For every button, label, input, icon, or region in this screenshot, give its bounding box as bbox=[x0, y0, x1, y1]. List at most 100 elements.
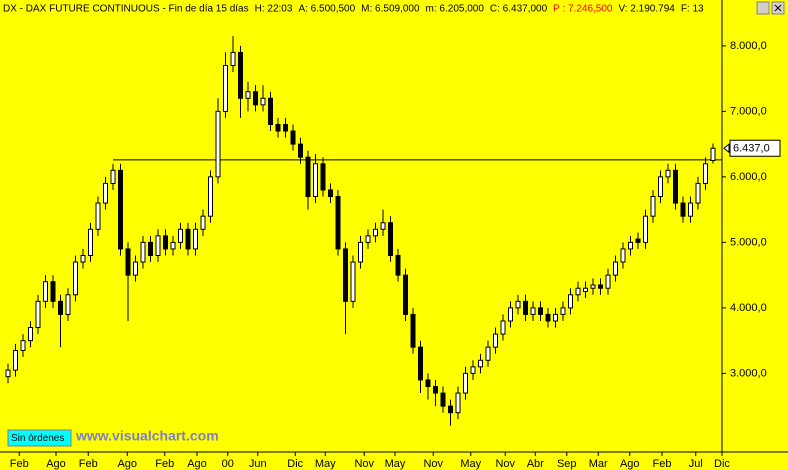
candle-body bbox=[208, 176, 213, 217]
candle-body bbox=[178, 228, 183, 243]
candle-body bbox=[140, 241, 146, 263]
watermark: www.visualchart.com bbox=[75, 428, 219, 444]
candle-body bbox=[118, 169, 123, 250]
orders-button-label[interactable]: Sin órdenes bbox=[11, 433, 64, 444]
candle-body bbox=[620, 248, 626, 263]
header-field: M: 6.509,000 bbox=[361, 4, 420, 15]
header-field: DX - DAX FUTURE CONTINUOUS - Fin de día … bbox=[3, 4, 249, 15]
candle-body bbox=[470, 366, 476, 374]
candle-body bbox=[538, 307, 543, 315]
candle-body bbox=[268, 97, 273, 125]
candle-body bbox=[703, 163, 708, 184]
candle-body bbox=[215, 110, 221, 178]
candle-body bbox=[658, 176, 663, 198]
x-tick-label: Jun bbox=[249, 458, 267, 470]
candle-body bbox=[170, 241, 176, 250]
minimize-button[interactable] bbox=[756, 1, 770, 15]
last-price-box bbox=[729, 139, 781, 157]
y-tick-label: 6.000,0 bbox=[730, 171, 767, 183]
candle-body bbox=[628, 241, 633, 250]
candle-body bbox=[358, 241, 363, 263]
candle-body bbox=[643, 215, 648, 243]
x-tick-label: Abr bbox=[527, 458, 544, 470]
candle-body bbox=[425, 379, 431, 387]
x-tick-label: Ago bbox=[620, 458, 640, 470]
candle-body bbox=[185, 228, 191, 250]
last-price-arrow bbox=[723, 143, 730, 154]
candle-body bbox=[440, 392, 446, 407]
y-tick-label: 8.000,0 bbox=[730, 40, 767, 52]
candle-body bbox=[695, 182, 701, 204]
candle-body bbox=[95, 202, 101, 230]
candle-body bbox=[560, 307, 566, 315]
candle-body bbox=[193, 228, 198, 250]
header-field: P : 7.246,500 bbox=[553, 4, 613, 15]
candle-body bbox=[13, 349, 18, 371]
candle-body bbox=[275, 123, 281, 132]
candle-body bbox=[5, 369, 11, 378]
candle-body bbox=[58, 300, 63, 315]
x-tick-label: May bbox=[460, 458, 481, 470]
candle-body bbox=[328, 189, 333, 198]
x-tick-label: Nov bbox=[495, 458, 515, 470]
candle-body bbox=[448, 405, 453, 414]
x-tick-label: Mar bbox=[589, 458, 608, 470]
candle-body bbox=[568, 294, 573, 309]
candle-body bbox=[388, 222, 393, 256]
x-tick-label: Dic bbox=[714, 458, 730, 470]
candle-body bbox=[553, 313, 558, 322]
orders-button[interactable] bbox=[7, 429, 72, 447]
header-field: F: 13 bbox=[681, 4, 704, 15]
candle-body bbox=[500, 320, 506, 335]
x-tick-label: Ago bbox=[187, 458, 207, 470]
candle-body bbox=[200, 215, 206, 230]
candle-body bbox=[380, 222, 386, 230]
plot: 3.000,0 4.000,0 5.000,0 6.000,0 7.000,0 8.000… bbox=[5, 36, 781, 470]
x-tick-label: Feb bbox=[10, 458, 29, 470]
y-tick-label: 7.000,0 bbox=[730, 105, 767, 117]
candle-body bbox=[583, 287, 588, 293]
x-tick-label: Jul bbox=[689, 458, 703, 470]
candle-body bbox=[680, 202, 686, 217]
x-tick-label: May bbox=[315, 458, 336, 470]
candle-body bbox=[65, 294, 71, 315]
x-tick-label: Feb bbox=[155, 458, 174, 470]
candle-body bbox=[155, 235, 161, 256]
candle-body bbox=[305, 156, 311, 198]
candle-body bbox=[35, 300, 41, 329]
y-tick-label: 3.000,0 bbox=[730, 367, 767, 379]
candle-body bbox=[103, 182, 108, 204]
candle-body bbox=[485, 346, 491, 361]
candle-body bbox=[598, 284, 603, 289]
candle-body bbox=[73, 261, 78, 296]
x-tick-label: Sep bbox=[557, 458, 577, 470]
x-tick-label: Feb bbox=[79, 458, 98, 470]
candle-body bbox=[673, 169, 678, 204]
candle-body bbox=[455, 392, 461, 414]
y-tick-label: 5.000,0 bbox=[730, 236, 767, 248]
candle-body bbox=[298, 143, 303, 158]
candle-body bbox=[50, 281, 56, 302]
candle-body bbox=[230, 51, 236, 67]
candle-body bbox=[665, 169, 671, 178]
candle-body bbox=[493, 333, 498, 348]
header-field: m: 6.205,000 bbox=[426, 4, 485, 15]
candle-body bbox=[343, 248, 348, 302]
candle-body bbox=[650, 196, 656, 217]
candle-body bbox=[290, 130, 296, 145]
candle-body bbox=[508, 307, 513, 322]
candle-body bbox=[590, 284, 596, 289]
candle-body bbox=[403, 274, 408, 315]
window-buttons[interactable] bbox=[756, 1, 785, 15]
header-field: H: 22:03 bbox=[255, 4, 293, 15]
candle-body bbox=[433, 385, 438, 394]
candle-body bbox=[515, 300, 521, 309]
candle-body bbox=[313, 163, 318, 198]
header-field: V: 2.190.794 bbox=[618, 4, 675, 15]
candle-body bbox=[710, 147, 716, 161]
candle-body bbox=[20, 340, 26, 351]
x-tick-label: 00 bbox=[222, 458, 234, 470]
candle-body bbox=[88, 228, 93, 256]
